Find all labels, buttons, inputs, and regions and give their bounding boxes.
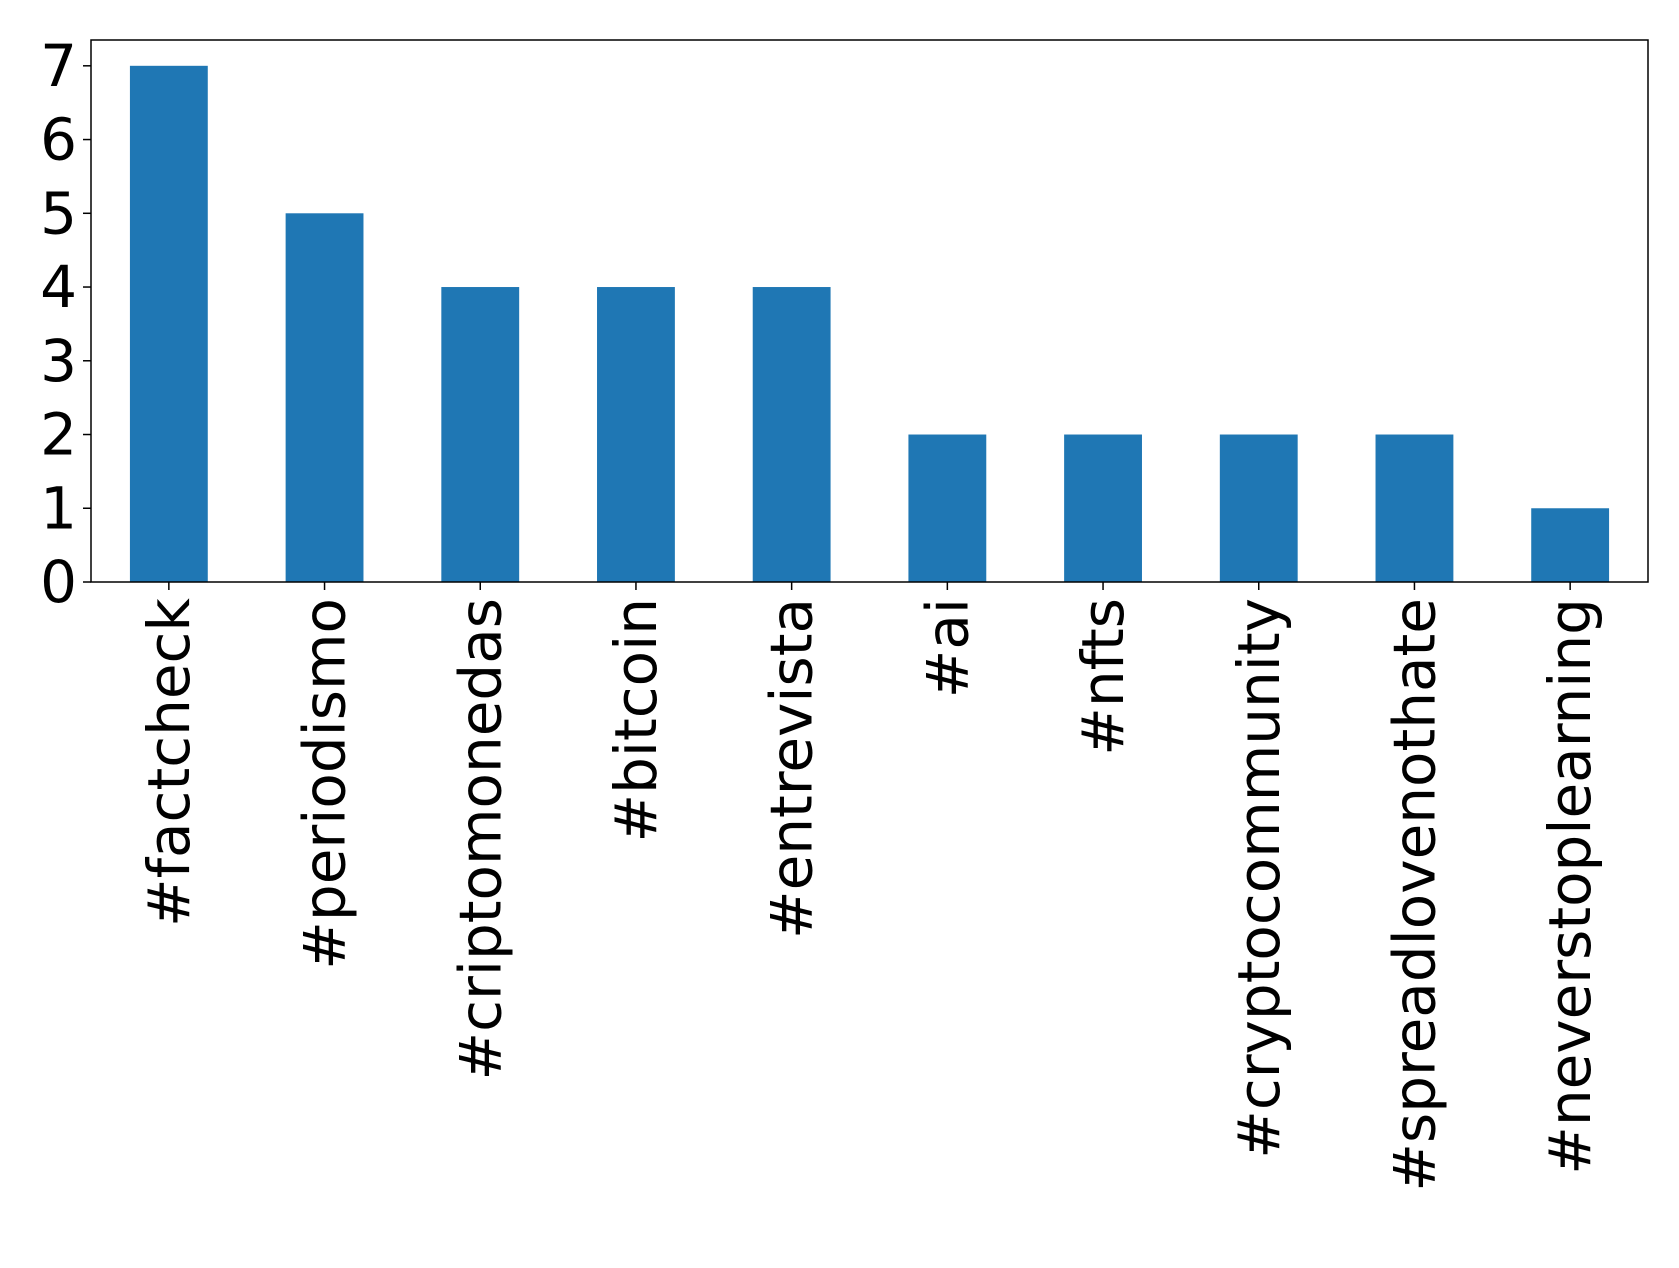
bar (441, 287, 520, 582)
y-tick-label: 0 (40, 548, 77, 616)
y-tick-label: 6 (40, 106, 77, 174)
bar (1531, 508, 1610, 582)
y-tick-label: 1 (40, 474, 77, 542)
y-tick-label: 5 (40, 179, 77, 247)
plot-frame (90, 39, 1649, 583)
x-tick-label: #neverstoplearning (1536, 598, 1604, 1175)
bar (1375, 434, 1454, 582)
x-tick-label: #factcheck (135, 598, 203, 927)
bar (285, 213, 364, 582)
y-tick-label: 3 (40, 327, 77, 395)
bar (752, 287, 831, 582)
bar (1064, 434, 1142, 582)
x-tick-label: #cryptocommunity (1225, 598, 1293, 1159)
x-tick-label: #spreadlovenothate (1380, 598, 1448, 1192)
x-tick-label: #ai (913, 598, 981, 698)
x-tick-label: #bitcoin (602, 598, 670, 843)
y-tick-label: 4 (40, 253, 77, 321)
bar (1219, 434, 1298, 582)
y-tick-label: 7 (40, 32, 77, 100)
bar (908, 434, 987, 582)
x-tick-label: #nfts (1069, 598, 1137, 756)
y-tick-label: 2 (40, 401, 77, 469)
bar (129, 65, 208, 583)
x-tick-label: #entrevista (758, 598, 826, 939)
x-tick-label: #criptomonedas (446, 598, 514, 1081)
bar (597, 287, 675, 582)
x-tick-label: #periodismo (291, 598, 359, 970)
